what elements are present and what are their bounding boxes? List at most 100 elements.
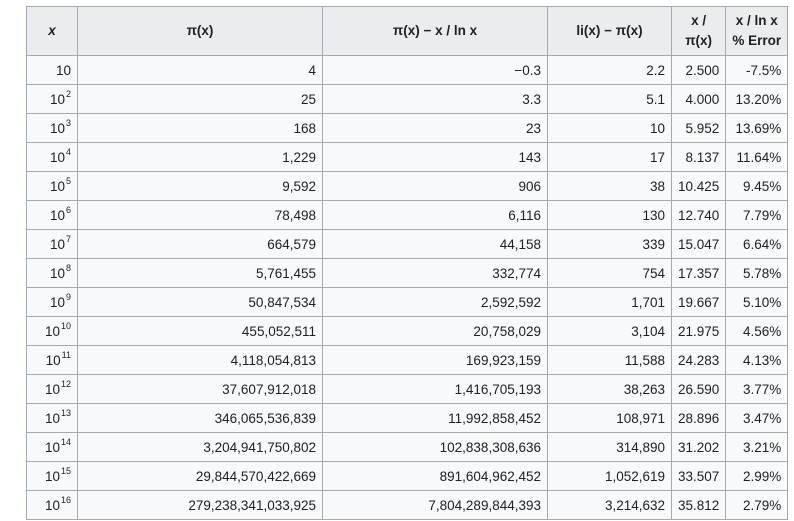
cell-x-over-pi: 26.590	[670, 374, 727, 404]
cell-li-minus: 754	[547, 258, 672, 288]
table-row: 103 168 23 10 5.952 13.69%	[26, 113, 789, 143]
cell-x-over-pi: 2.500	[670, 55, 727, 85]
cell-percent-error: 13.20%	[725, 84, 789, 114]
cell-percent-error: 4.56%	[725, 316, 789, 346]
header-pi-x: π(x)	[77, 6, 323, 56]
cell-pi-x: 664,579	[77, 229, 323, 259]
table-row: 1011 4,118,054,813 169,923,159 11,588 24.283…	[26, 345, 789, 375]
header-li-minus-pi: li(x) − π(x)	[547, 6, 672, 56]
cell-pi-x: 455,052,511	[77, 316, 323, 346]
cell-pi-minus: 143	[322, 142, 548, 172]
cell-x-over-pi: 5.952	[670, 113, 727, 143]
x-base: 10	[44, 323, 60, 339]
cell-x-over-pi: 15.047	[670, 229, 727, 259]
cell-pi-x: 4,118,054,813	[77, 345, 323, 375]
x-base: 10	[44, 468, 60, 484]
cell-x: 1011	[26, 345, 78, 375]
cell-pi-x: 1,229	[77, 142, 323, 172]
cell-percent-error: 3.77%	[725, 374, 789, 404]
cell-x: 104	[26, 142, 78, 172]
cell-percent-error: 13.69%	[725, 113, 789, 143]
cell-x: 105	[26, 171, 78, 201]
cell-pi-x: 168	[77, 113, 323, 143]
x-base: 10	[55, 62, 71, 78]
table-row: 10 4 −0.3 2.2 2.500 -7.5%	[26, 55, 789, 85]
x-exponent: 12	[60, 378, 71, 389]
cell-li-minus: 314,890	[547, 432, 672, 462]
x-base: 10	[45, 352, 61, 368]
cell-pi-minus: 23	[322, 113, 548, 143]
table-row: 102 25 3.3 5.1 4.000 13.20%	[26, 84, 789, 114]
cell-x: 102	[26, 84, 78, 114]
x-exponent: 15	[60, 465, 71, 476]
cell-li-minus: 1,701	[547, 287, 672, 317]
x-base: 10	[49, 91, 65, 107]
cell-percent-error: 9.45%	[725, 171, 789, 201]
x-exponent: 9	[65, 291, 71, 302]
table-row: 1010 455,052,511 20,758,029 3,104 21.975 4.56…	[26, 316, 789, 346]
cell-percent-error: 4.13%	[725, 345, 789, 375]
cell-pi-minus: 332,774	[322, 258, 548, 288]
table-row: 107 664,579 44,158 339 15.047 6.64%	[26, 229, 789, 259]
cell-li-minus: 5.1	[547, 84, 672, 114]
table-row: 1016 279,238,341,033,925 7,804,289,844,393…	[26, 490, 789, 520]
cell-pi-minus: 11,992,858,452	[322, 403, 548, 433]
table-row: 1013 346,065,536,839 11,992,858,452 108,971…	[26, 403, 789, 433]
cell-x-over-pi: 10.425	[670, 171, 727, 201]
table-row: 1015 29,844,570,422,669 891,604,962,452 1,0…	[26, 461, 789, 491]
cell-pi-minus: 7,804,289,844,393	[322, 490, 548, 520]
cell-x-over-pi: 31.202	[670, 432, 727, 462]
cell-percent-error: 3.47%	[725, 403, 789, 433]
header-x-over-pi: x / π(x)	[670, 6, 727, 56]
cell-pi-x: 50,847,534	[77, 287, 323, 317]
cell-pi-minus: −0.3	[322, 55, 548, 85]
table-row: 109 50,847,534 2,592,592 1,701 19.667 5.10%	[26, 287, 789, 317]
cell-percent-error: -7.5%	[725, 55, 789, 85]
x-base: 10	[49, 207, 65, 223]
x-base: 10	[44, 439, 60, 455]
cell-li-minus: 130	[547, 200, 672, 230]
cell-percent-error: 2.99%	[725, 461, 789, 491]
x-base: 10	[44, 410, 60, 426]
x-exponent: 16	[60, 494, 71, 505]
table-container: x π(x) π(x) − x / ln x li(x) − π(x) x / …	[26, 6, 789, 520]
cell-x-over-pi: 21.975	[670, 316, 727, 346]
cell-li-minus: 10	[547, 113, 672, 143]
cell-percent-error: 2.79%	[725, 490, 789, 520]
table-row: 106 78,498 6,116 130 12.740 7.79%	[26, 200, 789, 230]
x-exponent: 2	[65, 88, 71, 99]
cell-x: 103	[26, 113, 78, 143]
cell-pi-minus: 102,838,308,636	[322, 432, 548, 462]
cell-li-minus: 3,214,632	[547, 490, 672, 520]
cell-li-minus: 3,104	[547, 316, 672, 346]
cell-percent-error: 5.78%	[725, 258, 789, 288]
x-base: 10	[44, 381, 60, 397]
table-row: 1012 37,607,912,018 1,416,705,193 38,263 26.…	[26, 374, 789, 404]
x-base: 10	[49, 265, 65, 281]
table-row: 108 5,761,455 332,774 754 17.357 5.78%	[26, 258, 789, 288]
header-row: x π(x) π(x) − x / ln x li(x) − π(x) x / …	[26, 6, 789, 56]
x-exponent: 6	[65, 204, 71, 215]
cell-pi-minus: 2,592,592	[322, 287, 548, 317]
cell-pi-x: 37,607,912,018	[77, 374, 323, 404]
cell-pi-minus: 3.3	[322, 84, 548, 114]
x-exponent: 3	[65, 117, 71, 128]
cell-x-over-pi: 4.000	[670, 84, 727, 114]
cell-x-over-pi: 28.896	[670, 403, 727, 433]
table-row: 104 1,229 143 17 8.137 11.64%	[26, 142, 789, 172]
cell-x-over-pi: 12.740	[670, 200, 727, 230]
x-base: 10	[49, 149, 65, 165]
x-base: 10	[49, 120, 65, 136]
x-exponent: 7	[65, 233, 71, 244]
cell-li-minus: 17	[547, 142, 672, 172]
cell-x: 106	[26, 200, 78, 230]
cell-x: 1013	[26, 403, 78, 433]
cell-pi-x: 279,238,341,033,925	[77, 490, 323, 520]
x-exponent: 5	[65, 175, 71, 186]
table-body: 10 4 −0.3 2.2 2.500 -7.5% 102 25 3.3 5.1 4.000 13.2…	[26, 55, 789, 520]
cell-x: 1015	[26, 461, 78, 491]
cell-li-minus: 38,263	[547, 374, 672, 404]
header-pi-minus-x-over-ln-x: π(x) − x / ln x	[322, 6, 548, 56]
x-base: 10	[44, 497, 60, 513]
x-exponent: 14	[60, 436, 71, 447]
